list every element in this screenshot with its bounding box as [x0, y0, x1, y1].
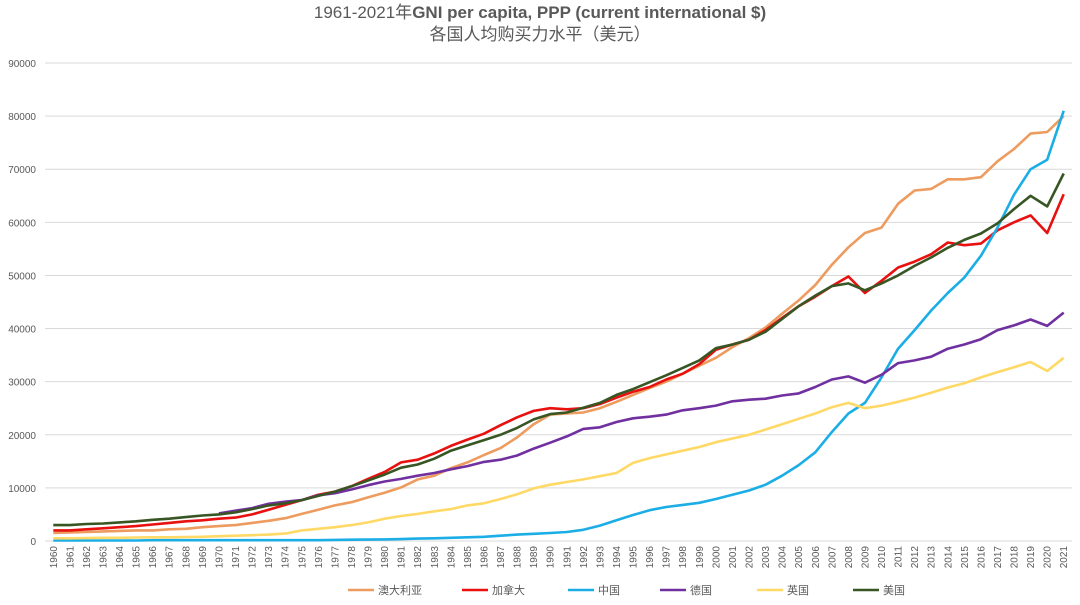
x-tick-label: 1968	[181, 546, 192, 569]
x-tick-label: 1977	[330, 546, 341, 569]
x-tick-label: 1973	[264, 546, 275, 569]
x-tick-label: 1988	[513, 546, 524, 569]
x-tick-label: 1983	[430, 546, 441, 569]
x-tick-label: 1974	[281, 546, 292, 569]
x-tick-label: 2017	[993, 546, 1004, 569]
x-tick-label: 1979	[364, 546, 375, 569]
x-tick-label: 1970	[214, 546, 225, 569]
x-tick-label: 2018	[1010, 546, 1021, 569]
x-tick-label: 1998	[678, 546, 689, 569]
x-tick-label: 1966	[148, 546, 159, 569]
x-tick-label: 2007	[827, 546, 838, 569]
x-tick-label: 2006	[811, 546, 822, 569]
legend-label: 澳大利亚	[378, 583, 422, 597]
x-tick-label: 1981	[397, 546, 408, 569]
x-tick-label: 2015	[960, 546, 971, 569]
x-tick-label: 1989	[529, 546, 540, 569]
title-bold: GNI per capita, PPP (current internation…	[412, 3, 767, 22]
series-line-英国	[53, 356, 1065, 540]
x-tick-label: 1984	[446, 546, 457, 569]
x-tick-label: 2016	[976, 546, 987, 569]
x-tick-label: 1992	[579, 546, 590, 569]
x-tick-label: 1982	[413, 546, 424, 569]
x-tick-label: 2010	[877, 546, 888, 569]
y-tick-label: 0	[30, 537, 36, 548]
x-tick-label: 2009	[860, 546, 871, 569]
x-tick-label: 1990	[546, 546, 557, 569]
y-tick-label: 20000	[8, 431, 36, 442]
x-tick-label: 2002	[744, 546, 755, 569]
x-tick-label: 2011	[894, 546, 905, 568]
x-tick-label: 2021	[1059, 546, 1070, 569]
x-tick-label: 1963	[98, 546, 109, 569]
legend-item: 中国	[568, 584, 620, 597]
x-tick-label: 1994	[612, 546, 623, 569]
y-tick-label: 70000	[8, 165, 36, 176]
y-tick-label: 30000	[8, 378, 36, 389]
x-tick-label: 1978	[347, 546, 358, 569]
series-line-中国	[53, 110, 1065, 542]
x-tick-label: 1997	[662, 546, 673, 569]
legend-label: 中国	[598, 584, 620, 597]
x-tick-label: 1972	[248, 546, 259, 569]
x-tick-label: 1975	[297, 546, 308, 569]
x-tick-label: 1999	[695, 546, 706, 569]
legend-label: 英国	[787, 583, 809, 597]
x-tick-label: 1991	[562, 546, 573, 569]
legend-item: 德国	[660, 583, 712, 597]
y-tick-label: 60000	[8, 218, 36, 229]
x-tick-label: 1986	[479, 546, 490, 569]
x-tick-label: 1961	[65, 546, 76, 569]
x-tick-label: 2005	[794, 546, 805, 569]
chart-title: 1961-2021年GNI per capita, PPP (current i…	[0, 2, 1080, 24]
chart-subtitle: 各国人均购买力水平（美元）	[429, 25, 651, 45]
x-tick-label: 2004	[778, 546, 789, 569]
x-tick-label: 1965	[132, 546, 143, 569]
series-line-美国	[53, 172, 1065, 527]
x-tick-label: 1969	[198, 546, 209, 569]
series-line-加拿大	[53, 193, 1065, 532]
y-tick-label: 10000	[8, 484, 36, 495]
x-tick-label: 2013	[927, 546, 938, 569]
legend-label: 加拿大	[492, 583, 525, 597]
legend-item: 美国	[853, 584, 905, 597]
title-prefix: 1961-2021年	[313, 3, 413, 22]
x-tick-label: 1987	[496, 546, 507, 569]
series-line-德国	[218, 311, 1065, 515]
x-tick-label: 1993	[595, 546, 606, 569]
x-tick-label: 1962	[82, 546, 93, 569]
x-tick-label: 1967	[165, 546, 176, 569]
x-tick-label: 2020	[1043, 546, 1054, 569]
x-tick-label: 2001	[728, 546, 739, 569]
x-tick-label: 1971	[231, 546, 242, 569]
x-tick-label: 1995	[629, 546, 640, 569]
y-tick-label: 90000	[8, 59, 36, 70]
x-tick-label: 1996	[645, 546, 656, 569]
series-line-澳大利亚	[53, 115, 1065, 535]
x-tick-label: 2019	[1026, 546, 1037, 569]
x-tick-label: 2014	[943, 546, 954, 569]
legend-item: 加拿大	[462, 583, 525, 597]
y-tick-label: 80000	[8, 112, 36, 123]
x-tick-label: 1976	[314, 546, 325, 569]
legend-label: 德国	[690, 583, 712, 597]
y-tick-label: 40000	[8, 325, 36, 336]
x-tick-label: 2000	[711, 546, 722, 569]
y-tick-label: 50000	[8, 271, 36, 282]
legend-item: 澳大利亚	[348, 583, 422, 597]
legend-item: 英国	[757, 583, 809, 597]
x-tick-label: 1980	[380, 546, 391, 569]
x-tick-label: 2003	[761, 546, 772, 569]
x-tick-label: 2012	[910, 546, 921, 569]
legend-label: 美国	[883, 584, 905, 597]
x-tick-label: 1964	[115, 546, 126, 569]
x-tick-label: 2008	[844, 546, 855, 569]
x-tick-label: 1985	[463, 546, 474, 569]
x-tick-label: 1960	[49, 546, 60, 569]
